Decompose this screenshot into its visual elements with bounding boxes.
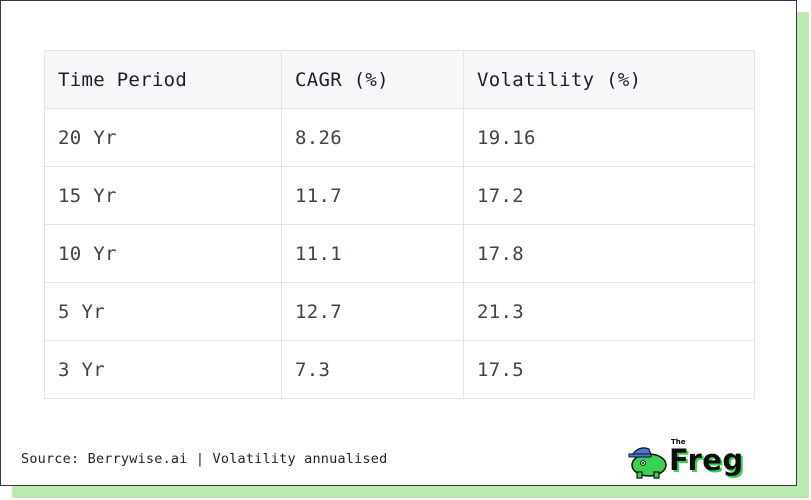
table-row: 20 Yr 8.26 19.16 [44, 108, 755, 167]
cell-cagr: 11.1 [281, 224, 464, 283]
cell-volatility: 21.3 [463, 282, 755, 341]
table-card: Time Period CAGR (%) Volatility (%) 20 Y… [0, 0, 797, 486]
logo-wordmark: Freg [669, 443, 744, 477]
cell-time-period: 5 Yr [44, 282, 282, 341]
cell-volatility: 17.5 [463, 340, 755, 399]
frog-mascot-icon [628, 447, 667, 479]
cell-cagr: 7.3 [281, 340, 464, 399]
table-row: 10 Yr 11.1 17.8 [44, 224, 755, 283]
cell-cagr: 11.7 [281, 166, 464, 225]
cell-cagr: 12.7 [281, 282, 464, 341]
header-volatility: Volatility (%) [463, 50, 755, 109]
cell-time-period: 15 Yr [44, 166, 282, 225]
table-header-row: Time Period CAGR (%) Volatility (%) [44, 50, 755, 109]
cell-volatility: 17.8 [463, 224, 755, 283]
cell-cagr: 8.26 [281, 108, 464, 167]
cell-time-period: 10 Yr [44, 224, 282, 283]
freg-logo: The Freg [627, 438, 769, 479]
header-time-period: Time Period [44, 50, 282, 109]
source-note: Source: Berrywise.ai | Volatility annual… [21, 451, 388, 467]
data-table: Time Period CAGR (%) Volatility (%) 20 Y… [44, 50, 755, 399]
header-cagr: CAGR (%) [281, 50, 464, 109]
cell-time-period: 20 Yr [44, 108, 282, 167]
cell-volatility: 19.16 [463, 108, 755, 167]
table-row: 5 Yr 12.7 21.3 [44, 282, 755, 341]
logo-small-text: The [671, 438, 686, 446]
cell-volatility: 17.2 [463, 166, 755, 225]
cell-time-period: 3 Yr [44, 340, 282, 399]
table-row: 3 Yr 7.3 17.5 [44, 340, 755, 399]
table-row: 15 Yr 11.7 17.2 [44, 166, 755, 225]
